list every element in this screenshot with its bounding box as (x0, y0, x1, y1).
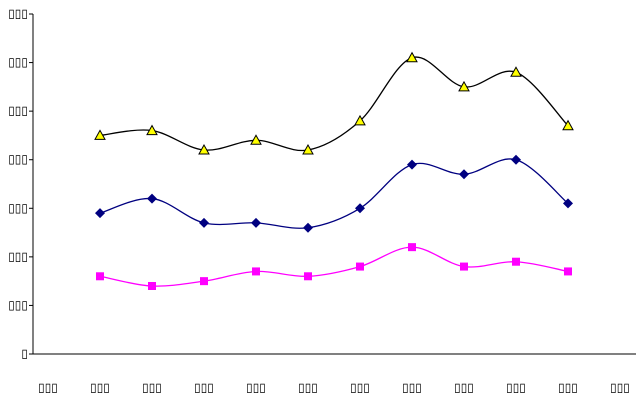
point (250, 134, 262, 145)
point (303, 222, 313, 233)
y-tick-label: ▯ (21, 347, 28, 361)
point (460, 262, 468, 271)
point (302, 143, 314, 155)
point (355, 203, 365, 214)
y-tick-label: ▯▯▯ (8, 201, 28, 215)
point (510, 66, 522, 77)
point (354, 114, 366, 126)
point (96, 272, 104, 281)
x-tick-label: ▯▯▯ (194, 381, 214, 395)
point (512, 257, 520, 266)
point (252, 267, 260, 276)
point (146, 124, 158, 136)
x-tick-label: ▯▯▯ (38, 381, 58, 395)
x-tick-label: ▯▯▯ (506, 381, 526, 395)
y-tick-label: ▯▯▯ (8, 55, 28, 69)
point (251, 217, 261, 228)
series-line (99, 56, 569, 152)
y-tick-label: ▯▯▯ (8, 298, 28, 312)
x-tick-label: ▯▯▯ (90, 381, 110, 395)
point (407, 159, 417, 170)
x-tick-label: ▯▯▯ (402, 381, 422, 395)
series-line (99, 158, 569, 229)
x-tick-label: ▯▯▯ (142, 381, 162, 395)
y-tick-label: ▯▯▯ (8, 104, 28, 118)
point (459, 169, 469, 180)
point (564, 267, 572, 276)
series-line (99, 246, 569, 287)
x-tick-label: ▯▯▯ (350, 381, 370, 395)
point (458, 80, 470, 92)
x-tick-label: ▯▯▯ (558, 381, 578, 395)
point (200, 277, 208, 286)
x-tick-label: ▯▯▯ (610, 381, 630, 395)
point (356, 262, 364, 271)
x-tick-label: ▯▯▯ (454, 381, 474, 395)
point (562, 119, 574, 131)
x-tick-label: ▯▯▯ (246, 381, 266, 395)
x-tick-label: ▯▯▯ (298, 381, 318, 395)
point (94, 129, 106, 140)
point (198, 143, 210, 155)
point (511, 154, 521, 165)
y-tick-label: ▯▯▯ (8, 7, 28, 21)
point (148, 282, 156, 290)
point (408, 243, 416, 252)
point (199, 217, 209, 228)
point (95, 208, 105, 219)
point (304, 272, 312, 281)
y-tick-label: ▯▯▯ (8, 249, 28, 263)
point (147, 193, 157, 204)
point (406, 51, 418, 63)
point (563, 198, 573, 209)
y-tick-label: ▯▯▯ (8, 152, 28, 166)
